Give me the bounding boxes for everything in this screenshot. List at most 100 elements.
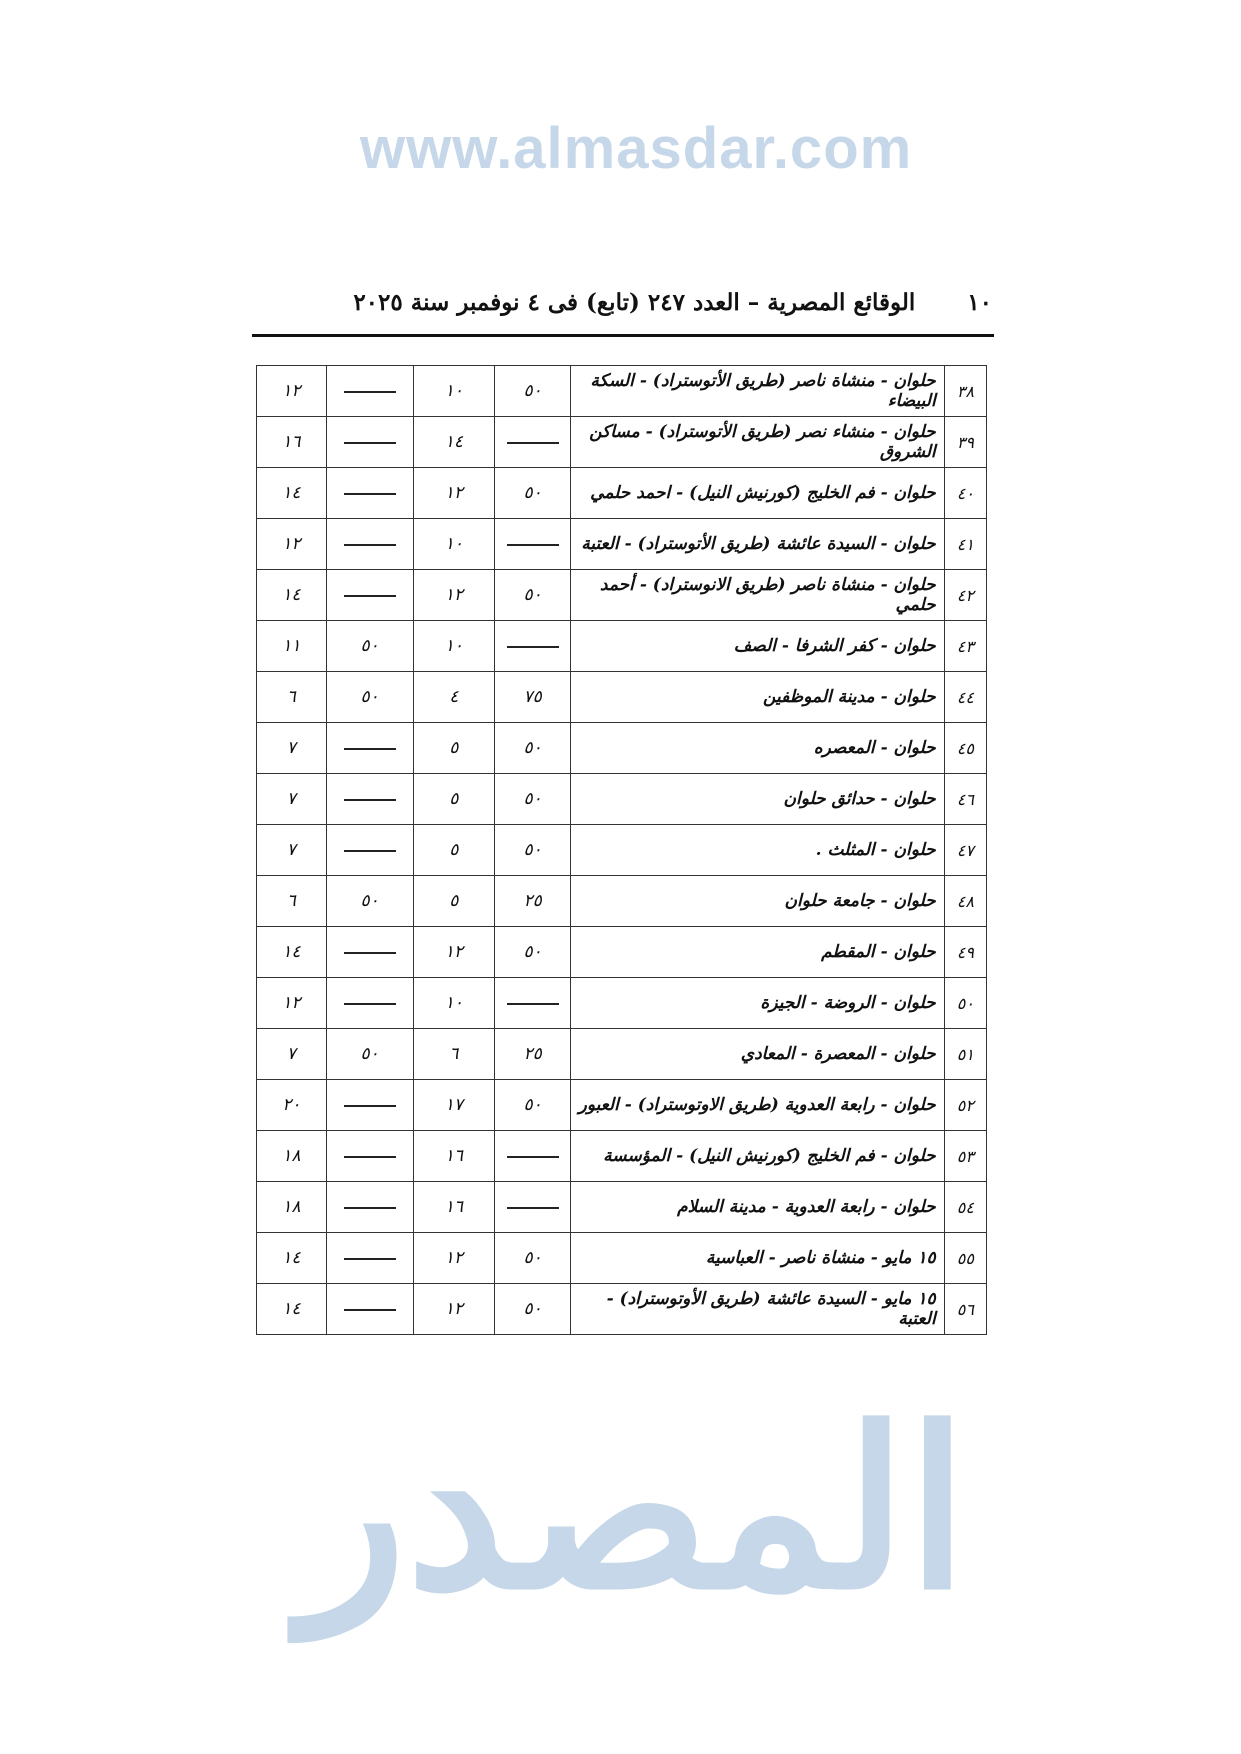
fare-col-1 xyxy=(493,416,572,468)
fare-col-4: ١٤ xyxy=(256,467,327,519)
row-number: ٣٩ xyxy=(943,416,988,468)
fare-col-1 xyxy=(493,977,572,1029)
fare-col-3: ٥٠ xyxy=(325,1028,414,1080)
fare-col-4: ٦ xyxy=(256,875,327,927)
fare-col-2: ١٠ xyxy=(412,518,496,570)
fare-col-4: ١٢ xyxy=(256,977,327,1029)
row-number: ٤٣ xyxy=(943,620,988,672)
fare-col-2: ٥ xyxy=(412,824,496,876)
watermark-logo: المصدر xyxy=(300,1387,968,1633)
fare-col-4: ٧ xyxy=(256,1028,327,1080)
dash-mark xyxy=(343,543,396,546)
fare-col-4: ١٤ xyxy=(256,926,327,978)
fare-col-3 xyxy=(325,1130,414,1182)
table-row: ٥٤ حلوان - رابعة العدوية - مدينة السلام ١٦… xyxy=(256,1181,988,1233)
fare-col-2: ١٢ xyxy=(412,1283,496,1335)
fare-col-4: ١٢ xyxy=(256,365,327,417)
table-row: ٤٦ حلوان - حدائق حلوان ٥٠ ٥ ٧ xyxy=(256,773,988,825)
fare-col-1 xyxy=(493,620,572,672)
dash-mark xyxy=(343,747,396,750)
table-row: ٥٦ ١٥ مايو - السيدة عائشة (طريق الأوتوستر… xyxy=(256,1283,988,1335)
row-number: ٥٣ xyxy=(943,1130,988,1182)
row-number: ٣٨ xyxy=(943,365,988,417)
fare-col-3 xyxy=(325,467,414,519)
dash-mark xyxy=(506,1155,559,1158)
row-number: ٤٠ xyxy=(943,467,988,519)
table-row: ٥٥ ١٥ مايو - منشاة ناصر - العباسية ٥٠ ١٢ ١٤ xyxy=(256,1232,988,1284)
row-number: ٤٢ xyxy=(943,569,988,621)
fare-col-3 xyxy=(325,977,414,1029)
row-number: ٤٧ xyxy=(943,824,988,876)
dash-mark xyxy=(343,1155,396,1158)
dash-mark xyxy=(343,1308,396,1311)
header-rule xyxy=(252,334,994,337)
fare-col-1: ٧٥ xyxy=(493,671,572,723)
row-number: ٥٤ xyxy=(943,1181,988,1233)
route-name: حلوان - رابعة العدوية - مدينة السلام xyxy=(570,1181,945,1233)
row-number: ٥٦ xyxy=(943,1283,988,1335)
dash-mark xyxy=(343,951,396,954)
fare-col-2: ٥ xyxy=(412,773,496,825)
fare-col-2: ٥ xyxy=(412,722,496,774)
fare-col-1: ٥٠ xyxy=(493,467,572,519)
route-name: حلوان - فم الخليج (كورنيش النيل) - المؤس… xyxy=(570,1130,945,1182)
table-row: ٤١ حلوان - السيدة عائشة (طريق الأتوستراد)… xyxy=(256,518,988,570)
fare-col-3 xyxy=(325,1283,414,1335)
table-row: ٣٨ حلوان - منشاة ناصر (طريق الأتوستراد) -… xyxy=(256,365,988,417)
fare-col-3 xyxy=(325,773,414,825)
fare-col-2: ٥ xyxy=(412,875,496,927)
fare-col-4: ٧ xyxy=(256,722,327,774)
route-name: حلوان - جامعة حلوان xyxy=(570,875,945,927)
route-name: حلوان - رابعة العدوية (طريق الاوتوستراد)… xyxy=(570,1079,945,1131)
routes-table: ٣٨ حلوان - منشاة ناصر (طريق الأتوستراد) -… xyxy=(256,365,988,1335)
fare-col-3 xyxy=(325,416,414,468)
row-number: ٥٥ xyxy=(943,1232,988,1284)
table-row: ٥٢ حلوان - رابعة العدوية (طريق الاوتوسترا… xyxy=(256,1079,988,1131)
dash-mark xyxy=(343,1206,396,1209)
fare-col-1 xyxy=(493,518,572,570)
route-name: حلوان - المقطم xyxy=(570,926,945,978)
gazette-title: الوقائع المصرية – العدد ٢٤٧ (تابع) فى ٤ … xyxy=(353,288,916,316)
dash-mark xyxy=(343,798,396,801)
dash-mark xyxy=(506,1206,559,1209)
fare-col-1: ٢٥ xyxy=(493,1028,572,1080)
fare-col-4: ٧ xyxy=(256,773,327,825)
fare-col-2: ١٢ xyxy=(412,569,496,621)
fare-col-4: ١٨ xyxy=(256,1130,327,1182)
fare-col-2: ١٠ xyxy=(412,620,496,672)
fare-col-3 xyxy=(325,569,414,621)
page-header: ١٠ الوقائع المصرية – العدد ٢٤٧ (تابع) فى… xyxy=(252,282,992,322)
row-number: ٤٨ xyxy=(943,875,988,927)
fare-col-2: ٦ xyxy=(412,1028,496,1080)
fare-col-4: ١٤ xyxy=(256,569,327,621)
fare-col-4: ٢٠ xyxy=(256,1079,327,1131)
fare-col-3 xyxy=(325,926,414,978)
fare-col-3 xyxy=(325,824,414,876)
fare-col-1 xyxy=(493,1181,572,1233)
dash-mark xyxy=(343,1104,396,1107)
fare-col-3 xyxy=(325,722,414,774)
route-name: حلوان - المعصره xyxy=(570,722,945,774)
fare-col-4: ١١ xyxy=(256,620,327,672)
fare-col-3: ٥٠ xyxy=(325,875,414,927)
table-row: ٤٠ حلوان - فم الخليج (كورنيش النيل) - احم… xyxy=(256,467,988,519)
fare-col-1: ٥٠ xyxy=(493,569,572,621)
row-number: ٥١ xyxy=(943,1028,988,1080)
page-number: ١٠ xyxy=(967,288,992,316)
dash-mark xyxy=(343,441,396,444)
row-number: ٤٥ xyxy=(943,722,988,774)
dash-mark xyxy=(343,1257,396,1260)
fare-col-1: ٥٠ xyxy=(493,722,572,774)
fare-col-3: ٥٠ xyxy=(325,671,414,723)
fare-col-2: ١٦ xyxy=(412,1181,496,1233)
table-row: ٥٠ حلوان - الروضة - الجيزة ١٠ ١٢ xyxy=(256,977,988,1029)
fare-col-2: ١٢ xyxy=(412,926,496,978)
route-name: ١٥ مايو - منشاة ناصر - العباسية xyxy=(570,1232,945,1284)
fare-col-1: ٥٠ xyxy=(493,926,572,978)
fare-col-4: ١٤ xyxy=(256,1232,327,1284)
route-name: حلوان - المعصرة - المعادي xyxy=(570,1028,945,1080)
fare-col-2: ١٤ xyxy=(412,416,496,468)
fare-col-3 xyxy=(325,1232,414,1284)
row-number: ٥٢ xyxy=(943,1079,988,1131)
fare-col-4: ١٤ xyxy=(256,1283,327,1335)
